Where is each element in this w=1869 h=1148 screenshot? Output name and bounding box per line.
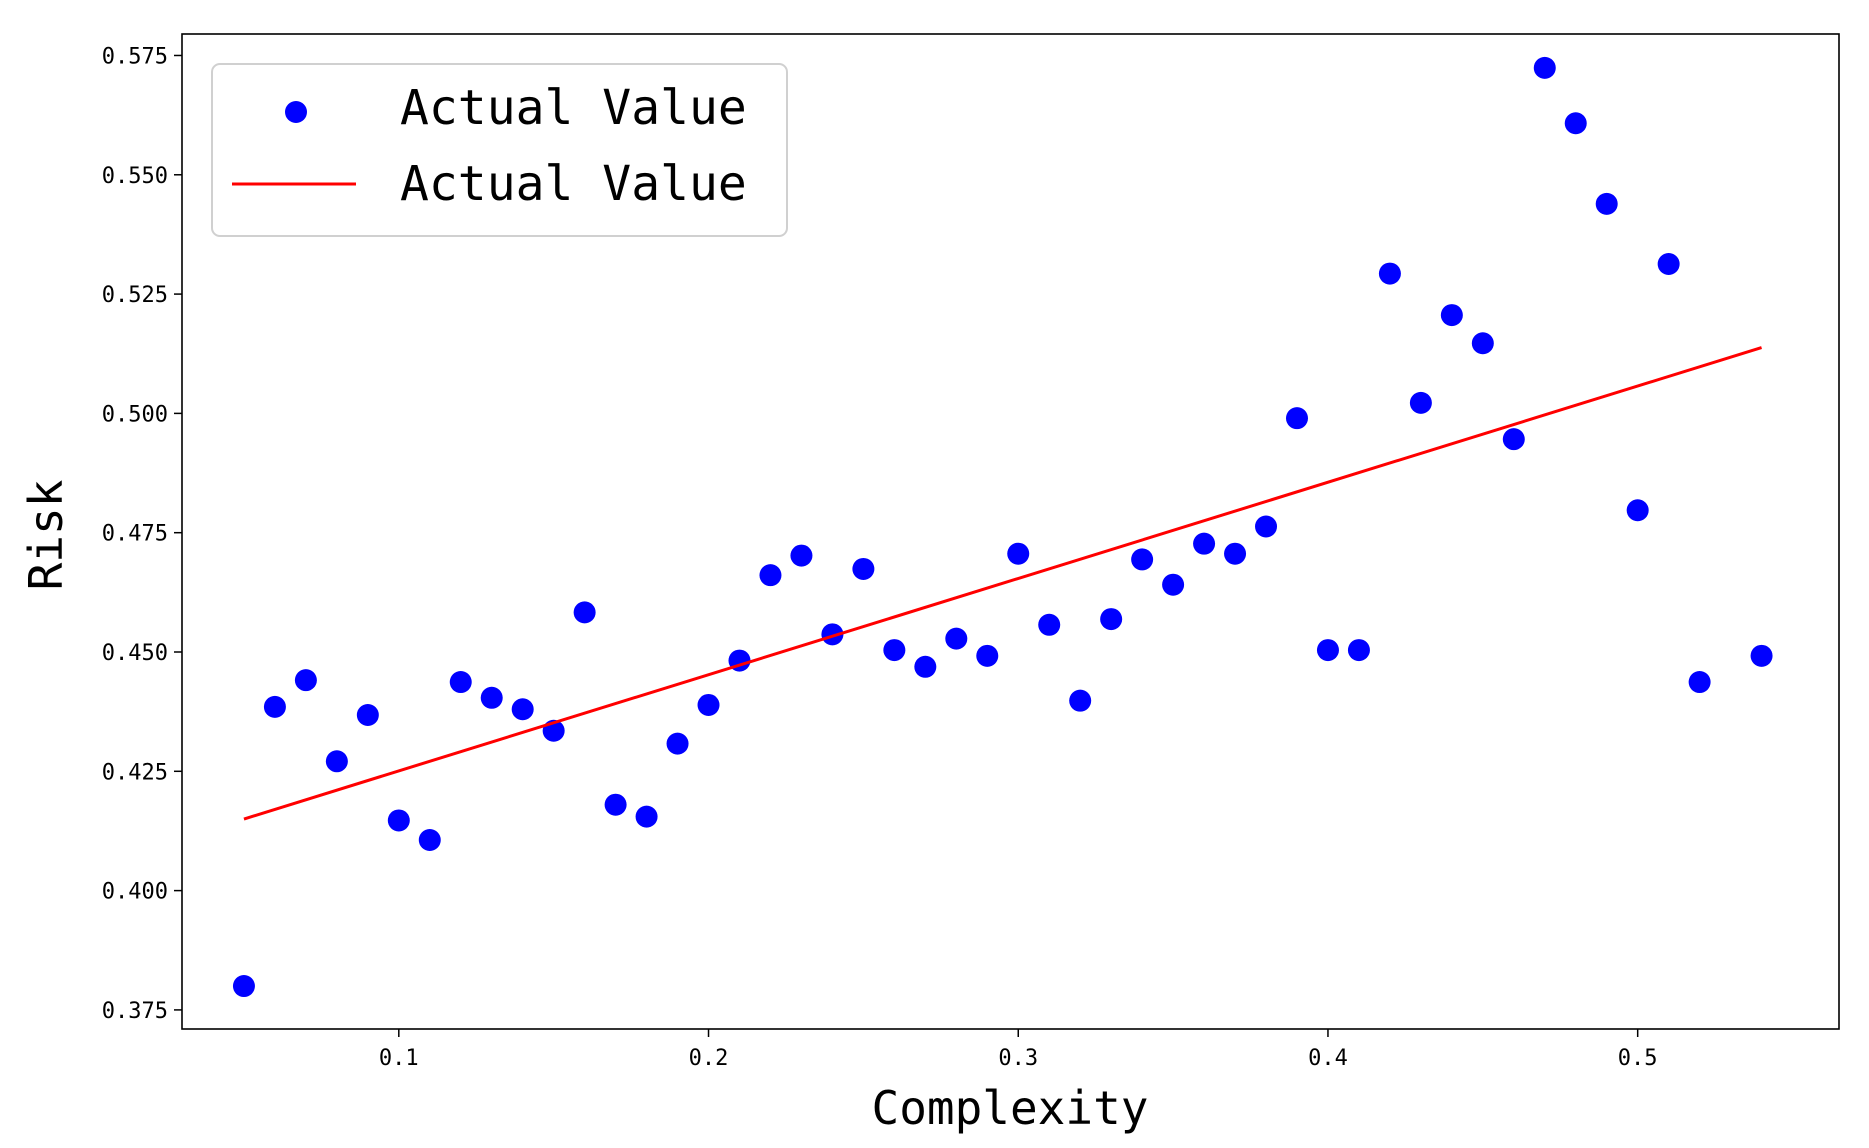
data-point: [449, 671, 472, 694]
plot-frame: [181, 33, 1840, 1030]
y-tick-label: 0.500: [102, 402, 168, 427]
data-point: [883, 639, 906, 662]
data-point: [1564, 112, 1587, 135]
y-tick-label: 0.525: [102, 283, 168, 308]
data-point: [1038, 613, 1061, 636]
legend-label-line: Actual Value: [400, 156, 747, 212]
data-point: [1471, 332, 1494, 355]
x-tick-label: 0.2: [689, 1046, 729, 1071]
data-point: [1626, 499, 1649, 522]
y-tick-label: 0.550: [102, 164, 168, 189]
legend-frame: [211, 63, 788, 237]
data-point: [1162, 573, 1185, 596]
data-point: [1224, 542, 1247, 565]
data-point: [1533, 56, 1556, 79]
data-point: [573, 601, 596, 624]
data-point: [976, 644, 999, 667]
legend-label-scatter: Actual Value: [400, 80, 747, 136]
data-point: [1440, 304, 1463, 327]
y-tick-label: 0.450: [102, 641, 168, 666]
y-tick-label: 0.375: [102, 999, 168, 1024]
x-tick-label: 0.1: [379, 1046, 419, 1071]
data-point: [1131, 548, 1154, 571]
data-point: [1750, 644, 1773, 667]
data-point: [1193, 532, 1216, 555]
y-axis: 0.375 0.400 0.425 0.450 0.475 0.500 0.525 0.550…: [102, 44, 182, 1024]
data-point: [1502, 428, 1525, 451]
data-point: [263, 695, 286, 718]
x-axis: 0.1 0.2 0.3 0.4 0.5: [379, 1029, 1658, 1071]
data-point: [1255, 515, 1278, 538]
data-point: [666, 732, 689, 755]
data-point: [1069, 689, 1092, 712]
data-point: [914, 655, 937, 678]
data-point: [1347, 639, 1370, 662]
data-point: [852, 557, 875, 580]
data-point: [356, 703, 379, 726]
data-point: [1007, 542, 1030, 565]
y-tick-label: 0.400: [102, 880, 168, 905]
legend-marker-scatter: [285, 101, 307, 123]
data-point: [790, 544, 813, 567]
data-point: [821, 623, 844, 646]
data-point: [697, 693, 720, 716]
data-point: [511, 698, 534, 721]
data-point: [480, 686, 503, 709]
data-point: [1378, 262, 1401, 285]
trend-line: [243, 346, 1763, 821]
data-point: [294, 669, 317, 692]
x-tick-label: 0.3: [998, 1046, 1038, 1071]
data-point: [1595, 192, 1618, 215]
data-point: [1409, 391, 1432, 414]
data-point: [387, 809, 410, 832]
y-tick-label: 0.575: [102, 44, 168, 69]
data-point: [604, 793, 627, 816]
data-point: [325, 750, 348, 773]
plot-layer: [232, 56, 1773, 998]
y-tick-label: 0.475: [102, 522, 168, 547]
data-point: [232, 975, 255, 998]
data-point: [418, 829, 441, 852]
x-axis-label: Complexity: [872, 1081, 1149, 1135]
x-tick-label: 0.4: [1308, 1046, 1348, 1071]
data-point: [1688, 671, 1711, 694]
data-point: [759, 564, 782, 587]
x-tick-label: 0.5: [1618, 1046, 1658, 1071]
data-point: [1100, 608, 1123, 631]
legend: Actual Value Actual Value: [211, 63, 788, 237]
data-point: [635, 805, 658, 828]
y-tick-label: 0.425: [102, 760, 168, 785]
data-point: [1285, 407, 1308, 430]
data-point: [945, 627, 968, 650]
y-axis-label: Risk: [19, 480, 73, 591]
data-point: [1316, 639, 1339, 662]
data-point: [1657, 253, 1680, 276]
